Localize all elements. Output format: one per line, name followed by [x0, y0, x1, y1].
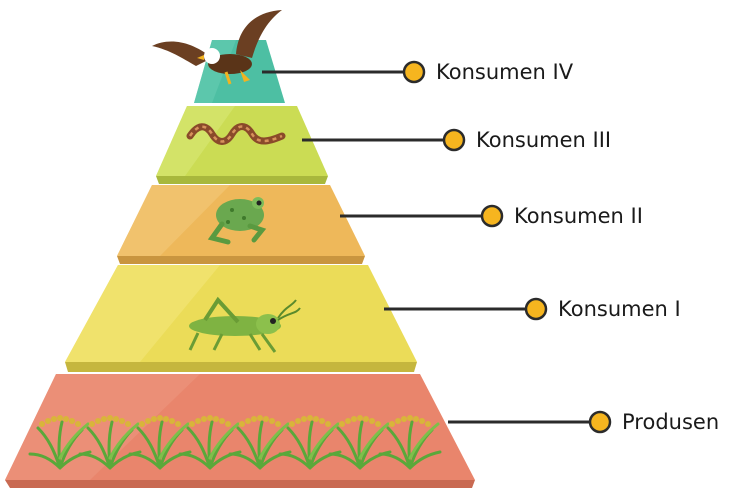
grasshopper-icon: [188, 296, 301, 353]
label-konsumen-2: Konsumen II: [340, 204, 643, 228]
marker-dot: [442, 128, 466, 152]
marker-dot: [588, 410, 612, 434]
marker-dot: [402, 60, 426, 84]
marker-dot: [524, 297, 548, 321]
level-label: Konsumen III: [476, 128, 611, 152]
label-konsumen-4: Konsumen IV: [262, 60, 574, 84]
marker-dot: [480, 204, 504, 228]
level-produsen: [5, 374, 475, 488]
level-label: Konsumen IV: [436, 60, 574, 84]
level-label: Produsen: [622, 410, 719, 434]
level-konsumen-4: [152, 10, 285, 103]
level-konsumen-1: [65, 265, 417, 372]
snake-icon: [186, 123, 286, 145]
level-konsumen-3: [156, 106, 328, 184]
label-produsen: Produsen: [448, 410, 719, 434]
label-konsumen-3: Konsumen III: [302, 128, 611, 152]
level-konsumen-2: [117, 185, 365, 264]
eagle-icon: [152, 10, 282, 85]
frog-icon: [207, 197, 267, 245]
level-label: Konsumen I: [558, 297, 681, 321]
level-label: Konsumen II: [514, 204, 643, 228]
label-konsumen-1: Konsumen I: [384, 297, 681, 321]
